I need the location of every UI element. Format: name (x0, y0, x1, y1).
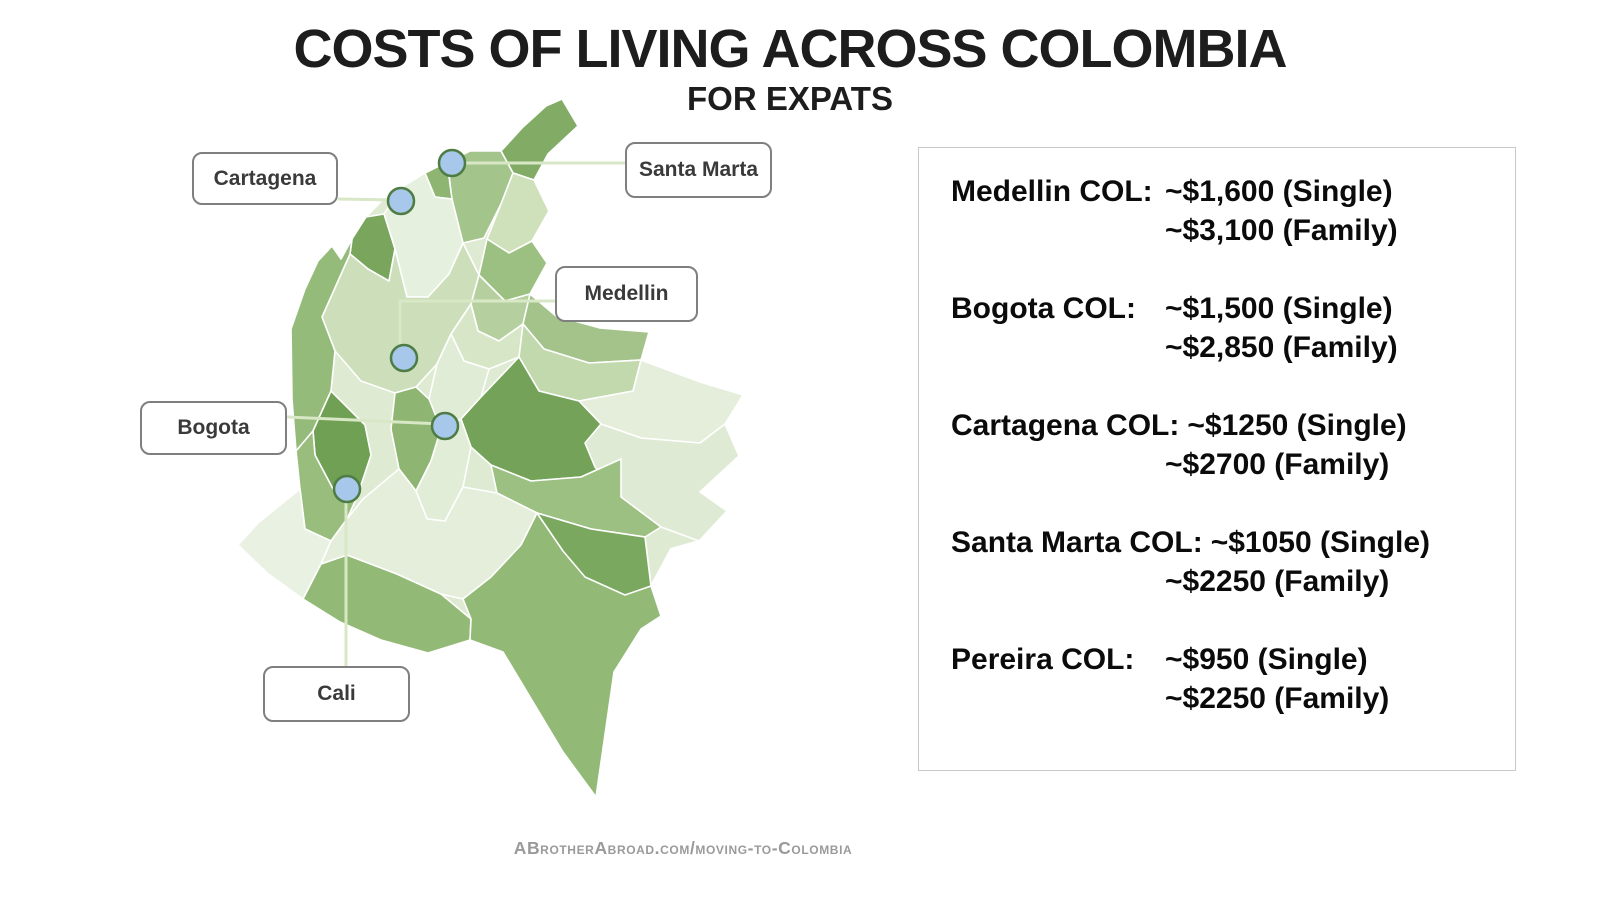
city-label: Santa Marta COL: (951, 526, 1203, 559)
map-region (320, 468, 538, 600)
city-label-box-bogota: Bogota (140, 401, 287, 455)
map-region (536, 512, 652, 596)
bogota-line (286, 415, 443, 426)
medellin-marker (389, 343, 419, 373)
map-region (500, 98, 579, 181)
cost-entry-list: Medellin COL: ~$1,600 (Single) ~$3,100 (Fa… (951, 172, 1495, 718)
santa-marta-marker (437, 148, 467, 178)
city-label-box-cartagena: Cartagena (192, 152, 338, 205)
cost-panel: Medellin COL: ~$1,600 (Single) ~$3,100 (Fa… (918, 147, 1516, 771)
family-value: ~$2,850 (Family) (1165, 331, 1398, 364)
family-value: ~$2700 (Family) (1165, 448, 1390, 481)
family-value: ~$2250 (Family) (1165, 682, 1390, 715)
cost-entry: Pereira COL: ~$950 (Single) ~$2250 (Family… (951, 640, 1495, 718)
single-value: ~$1,600 (Single) (1165, 175, 1393, 208)
city-label: Bogota COL: (951, 292, 1136, 325)
page-title: COSTS OF LIVING ACROSS COLOMBIA (293, 19, 1287, 79)
single-value: ~$1,500 (Single) (1165, 292, 1393, 325)
city-label-text: Medellin (584, 282, 669, 305)
cost-entry: Cartagena COL: ~$1250 (Single) ~$2700 (Fam… (951, 406, 1495, 484)
footer-url: ABrotherAbroad.com/moving-to-Colombia (513, 838, 853, 858)
cartagena-marker (386, 186, 416, 216)
city-label: Pereira COL: (951, 643, 1135, 676)
cost-entry: Bogota COL: ~$1,500 (Single) ~$2,850 (Fami… (951, 289, 1495, 367)
city-label-text: Cartagena (213, 166, 317, 190)
city-label-box-cali: Cali (263, 666, 410, 722)
family-value: ~$2250 (Family) (1165, 565, 1390, 598)
map-region (584, 423, 740, 542)
cost-entry: Medellin COL: ~$1,600 (Single) ~$3,100 (Fa… (951, 172, 1495, 250)
city-label-text: Bogota (177, 416, 250, 439)
single-value: ~$1250 (Single) (1187, 409, 1407, 442)
page-subtitle: FOR EXPATS (687, 80, 893, 117)
city-label: Cartagena COL: (951, 409, 1180, 442)
city-label-box-santa-marta: Santa Marta (625, 142, 772, 198)
single-value: ~$1050 (Single) (1210, 526, 1430, 559)
city-label-text: Santa Marta (638, 158, 759, 181)
city-label-box-medellin: Medellin (555, 266, 698, 322)
city-label-text: Cali (317, 682, 356, 705)
family-value: ~$3,100 (Family) (1165, 214, 1398, 247)
single-value: ~$950 (Single) (1165, 643, 1368, 676)
cost-entry: Santa Marta COL: ~$1050 (Single) ~$2250 (F… (951, 523, 1495, 601)
city-label: Medellin COL: (951, 175, 1153, 208)
bogota-marker (430, 411, 460, 441)
cali-marker (332, 474, 362, 504)
colombia-map (237, 98, 744, 798)
medellin-line (398, 299, 555, 352)
